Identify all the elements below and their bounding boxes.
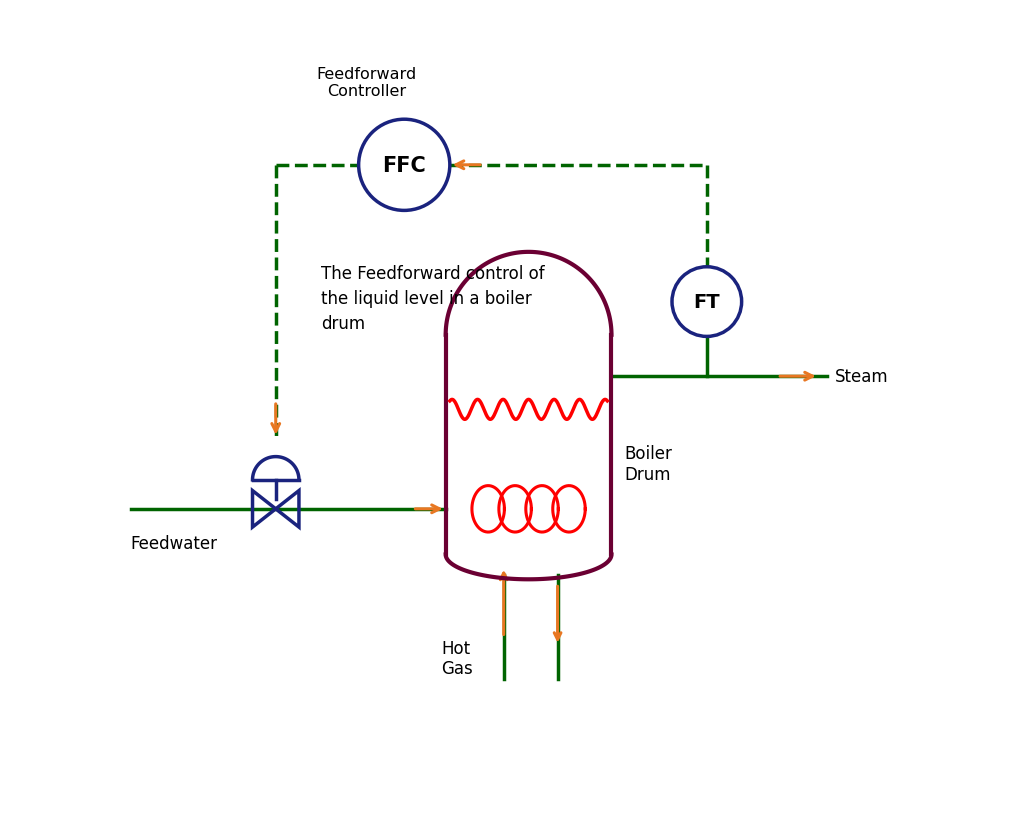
Text: Boiler
Drum: Boiler Drum [624,445,672,483]
Text: Feedforward
Controller: Feedforward Controller [316,67,417,99]
Circle shape [358,120,450,211]
Circle shape [672,267,741,337]
Text: Hot
Gas: Hot Gas [441,639,473,677]
Text: The Feedforward control of
the liquid level in a boiler
drum: The Feedforward control of the liquid le… [322,265,545,333]
Text: Feedwater: Feedwater [131,534,218,552]
Text: Steam: Steam [836,368,889,386]
Text: FFC: FFC [382,156,426,176]
Text: FT: FT [693,293,720,311]
